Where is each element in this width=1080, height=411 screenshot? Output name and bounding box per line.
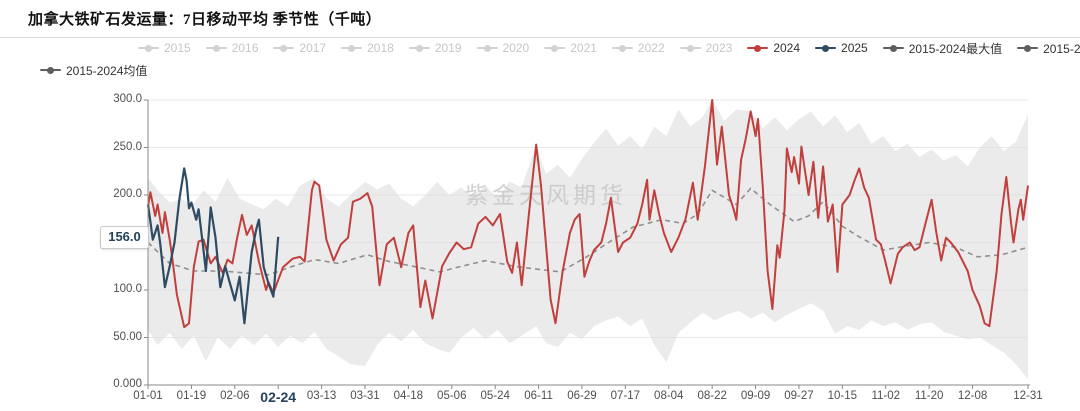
legend-dot-icon [145,44,152,52]
legend-label: 2019 [434,41,462,55]
legend-marker-icon [679,44,701,52]
legend-marker-icon [544,44,566,52]
legend-dot-icon [483,44,491,52]
legend-dot-icon [348,44,356,52]
legend-dot-icon [212,44,220,52]
axis-pointer-y-label: 156.0 [100,225,149,249]
legend-item-2015[interactable]: 2015 [138,41,191,55]
legend-item-2024[interactable]: 2024 [747,41,800,55]
legend-marker-icon [138,44,159,52]
page-title: 加拿大铁矿石发运量：7日移动平均 季节性（千吨） [28,12,382,28]
legend-item-2023[interactable]: 2023 [679,41,733,55]
min-max-band [148,100,1028,380]
legend-label: 2024 [773,41,801,55]
legend-label: 2023 [705,41,733,55]
legend-label: 2025 [841,41,868,55]
legend-dot-icon [754,44,762,52]
legend-row-2: 2015-2024均值 [40,63,148,78]
legend-marker-icon [40,66,61,74]
line-2025 [146,167,280,325]
legend-item-2015-2024最小值[interactable]: 2015-2024最小值 [1017,41,1080,56]
title-divider [0,37,1080,38]
legend-item-2015-2024最大值[interactable]: 2015-2024最大值 [882,41,1003,56]
legend-marker-icon [341,44,363,52]
legend-dot-icon [1024,44,1032,52]
legend-marker-icon [1017,44,1039,52]
legend-marker-icon [408,44,430,52]
legend-item-2021[interactable]: 2021 [544,41,597,55]
legend-label: 2021 [570,41,597,55]
legend-item-2015-2024均值[interactable]: 2015-2024均值 [40,63,148,78]
legend-marker-icon [476,44,498,52]
legend-dot-icon [551,44,559,52]
legend-item-2020[interactable]: 2020 [476,41,530,55]
legend-label: 2022 [637,41,665,55]
legend-label: 2015-2024均值 [66,63,148,78]
legend-marker-icon [882,44,904,52]
legend-item-2025[interactable]: 2025 [815,41,868,55]
legend-label: 2018 [367,41,394,55]
line-2024 [147,99,1029,329]
legend-marker-icon [747,44,769,52]
legend-item-2019[interactable]: 2019 [408,41,462,55]
legend-marker-icon [611,44,633,52]
legend-dot-icon [686,44,694,52]
legend-label: 2020 [502,41,530,55]
legend-dot-icon [822,44,830,52]
legend-item-2022[interactable]: 2022 [611,41,665,55]
legend-item-2016[interactable]: 2016 [205,41,259,55]
legend-dot-icon [415,44,423,52]
watermark: 紫金天风期货 [465,182,627,208]
legend-row-1: 2015 2016 2017 2018 2019 2020 2021 2022 2023 2024… [138,41,1080,56]
legend-label: 2015 [164,41,191,55]
legend-marker-icon [273,44,295,52]
legend-dot-icon [280,44,288,52]
legend-label: 2016 [231,41,259,55]
legend-label: 2015-2024最大值 [908,41,1003,56]
legend-item-2018[interactable]: 2018 [341,41,394,55]
legend-item-2017[interactable]: 2017 [273,41,326,55]
legend-dot-icon [47,66,54,74]
legend-marker-icon [815,44,837,52]
legend-dot-icon [618,44,626,52]
legend-label: 2017 [299,41,327,55]
legend-dot-icon [889,44,897,52]
legend-marker-icon [205,44,227,52]
legend-label: 2015-2024最小值 [1043,41,1080,56]
